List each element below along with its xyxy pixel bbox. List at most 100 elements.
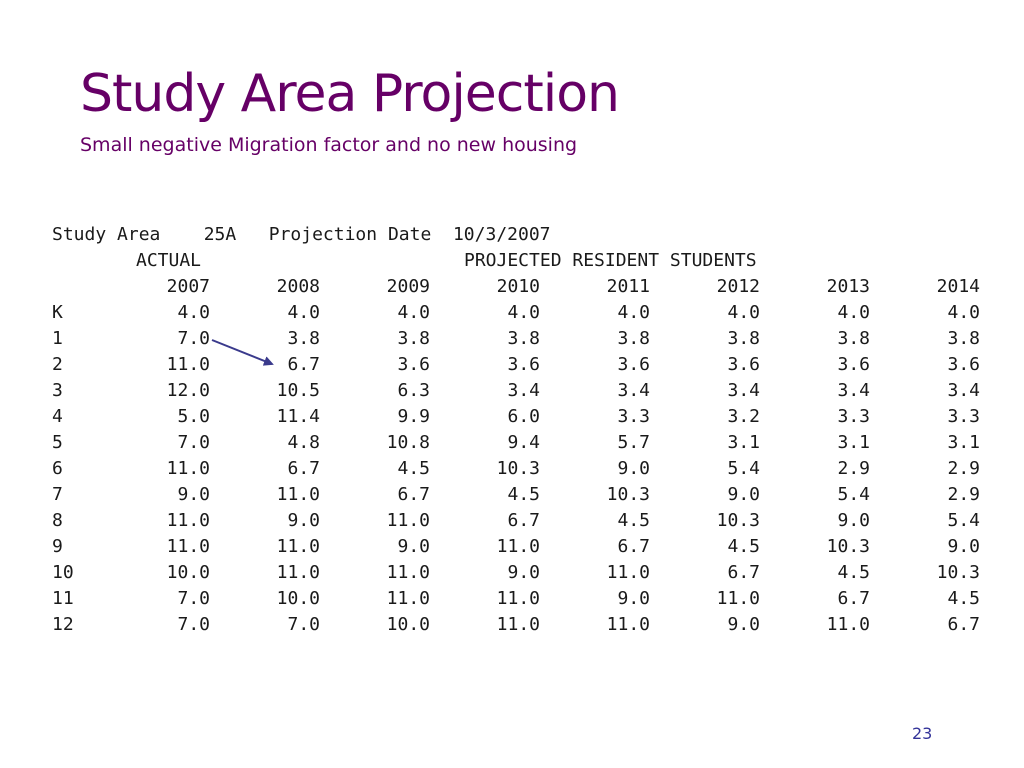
table-row: K 4.0 4.0 4.0 4.0 4.0 4.0 4.0 4.0: [52, 300, 980, 326]
value-cell: 9.0: [727, 614, 760, 635]
value-cell: 4.0: [397, 302, 430, 323]
value-cell: 12.0: [166, 380, 210, 401]
year-header-cell: 2014: [936, 276, 980, 297]
value-cell: 4.0: [287, 302, 320, 323]
value-cell: 3.3: [947, 406, 980, 427]
value-cell: 3.1: [947, 432, 980, 453]
table-row: 9 11.0 11.0 9.0 11.0 6.7 4.5 10.3 9.0: [52, 534, 980, 560]
value-cell: 3.8: [397, 328, 430, 349]
value-cell: 11.0: [386, 588, 430, 609]
value-cell: 11.0: [496, 588, 540, 609]
table-row: 10 10.0 11.0 11.0 9.0 11.0 6.7 4.5 10.3: [52, 560, 980, 586]
report-header-line: Study Area 25A Projection Date 10/3/2007: [52, 224, 551, 245]
value-cell: 10.8: [386, 432, 430, 453]
value-cell: 11.0: [606, 614, 650, 635]
value-cell: 6.7: [727, 562, 760, 583]
slide-title: Study Area Projection: [80, 64, 620, 124]
value-cell: 5.7: [617, 432, 650, 453]
value-cell: 10.5: [276, 380, 320, 401]
table-row: 7 9.0 11.0 6.7 4.5 10.3 9.0 5.4 2.9: [52, 482, 980, 508]
year-header-cell: 2011: [606, 276, 650, 297]
table-row: 1 7.0 3.8 3.8 3.8 3.8 3.8 3.8 3.8: [52, 326, 980, 352]
value-cell: 11.0: [276, 484, 320, 505]
value-cell: 11.0: [496, 614, 540, 635]
projection-table-body: K 4.0 4.0 4.0 4.0 4.0 4.0 4.0 4.0 1 7.0 3.8 3.8 3.8 3.…: [52, 300, 980, 638]
value-cell: 11.0: [166, 536, 210, 557]
value-cell: 9.0: [287, 510, 320, 531]
value-cell: 10.3: [606, 484, 650, 505]
value-cell: 3.8: [727, 328, 760, 349]
value-cell: 3.6: [837, 354, 870, 375]
value-cell: 4.5: [837, 562, 870, 583]
value-cell: 11.0: [606, 562, 650, 583]
page-number: 23: [912, 724, 933, 743]
projection-table: 2007 2008 2009 2010 2011 2012 2013 2014 K 4.0 4.0…: [52, 274, 980, 638]
table-row: 6 11.0 6.7 4.5 10.3 9.0 5.4 2.9 2.9: [52, 456, 980, 482]
value-cell: 9.4: [507, 432, 540, 453]
table-row: 8 11.0 9.0 11.0 6.7 4.5 10.3 9.0 5.4: [52, 508, 980, 534]
grade-cell: 4: [52, 406, 63, 427]
value-cell: 7.0: [177, 328, 210, 349]
year-header-cell: 2010: [496, 276, 540, 297]
year-header-cell: 2008: [276, 276, 320, 297]
projected-label: PROJECTED RESIDENT STUDENTS: [464, 250, 757, 271]
value-cell: 3.8: [287, 328, 320, 349]
actual-label: ACTUAL: [136, 250, 202, 271]
value-cell: 9.0: [617, 588, 650, 609]
value-cell: 5.4: [837, 484, 870, 505]
table-row: 3 12.0 10.5 6.3 3.4 3.4 3.4 3.4 3.4: [52, 378, 980, 404]
value-cell: 6.0: [507, 406, 540, 427]
grade-header-cell: [52, 274, 102, 300]
value-cell: 3.4: [727, 380, 760, 401]
value-cell: 7.0: [177, 588, 210, 609]
value-cell: 2.9: [837, 458, 870, 479]
grade-cell: 8: [52, 510, 63, 531]
value-cell: 3.3: [617, 406, 650, 427]
value-cell: 11.0: [716, 588, 760, 609]
value-cell: 10.0: [276, 588, 320, 609]
value-cell: 3.8: [837, 328, 870, 349]
table-row: 11 7.0 10.0 11.0 11.0 9.0 11.0 6.7 4.5: [52, 586, 980, 612]
value-cell: 9.0: [947, 536, 980, 557]
value-cell: 11.0: [826, 614, 870, 635]
grade-cell: 12: [52, 614, 74, 635]
value-cell: 11.0: [166, 458, 210, 479]
value-cell: 10.3: [826, 536, 870, 557]
value-cell: 11.0: [166, 354, 210, 375]
value-cell: 4.5: [617, 510, 650, 531]
year-header-cell: 2009: [386, 276, 430, 297]
table-row: 2 11.0 6.7 3.6 3.6 3.6 3.6 3.6 3.6: [52, 352, 980, 378]
table-row: 4 5.0 11.4 9.9 6.0 3.3 3.2 3.3 3.3: [52, 404, 980, 430]
value-cell: 9.0: [397, 536, 430, 557]
value-cell: 9.9: [397, 406, 430, 427]
value-cell: 6.7: [287, 458, 320, 479]
grade-cell: 2: [52, 354, 63, 375]
year-header-cell: 2012: [716, 276, 760, 297]
grade-cell: 10: [52, 562, 74, 583]
value-cell: 6.7: [287, 354, 320, 375]
value-cell: 11.0: [276, 562, 320, 583]
projection-report: Study Area 25A Projection Date 10/3/2007…: [52, 222, 982, 642]
value-cell: 9.0: [837, 510, 870, 531]
value-cell: 6.7: [947, 614, 980, 635]
value-cell: 4.0: [617, 302, 650, 323]
value-cell: 7.0: [287, 614, 320, 635]
table-row: 5 7.0 4.8 10.8 9.4 5.7 3.1 3.1 3.1: [52, 430, 980, 456]
value-cell: 5.4: [947, 510, 980, 531]
value-cell: 3.6: [397, 354, 430, 375]
value-cell: 2.9: [947, 458, 980, 479]
value-cell: 11.0: [386, 510, 430, 531]
value-cell: 7.0: [177, 614, 210, 635]
value-cell: 7.0: [177, 432, 210, 453]
value-cell: 11.0: [386, 562, 430, 583]
value-cell: 6.7: [837, 588, 870, 609]
value-cell: 4.0: [837, 302, 870, 323]
value-cell: 3.2: [727, 406, 760, 427]
value-cell: 4.5: [947, 588, 980, 609]
value-cell: 9.0: [617, 458, 650, 479]
value-cell: 3.6: [507, 354, 540, 375]
value-cell: 3.6: [727, 354, 760, 375]
grade-cell: 6: [52, 458, 63, 479]
value-cell: 3.4: [617, 380, 650, 401]
value-cell: 3.4: [947, 380, 980, 401]
